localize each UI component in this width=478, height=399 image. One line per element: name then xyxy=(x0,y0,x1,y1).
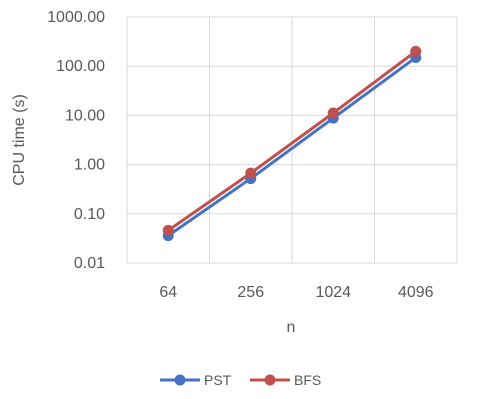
x-tick-label: 4096 xyxy=(398,284,434,301)
data-point xyxy=(245,167,257,179)
y-tick-label: 10.00 xyxy=(65,107,105,124)
series-line xyxy=(167,56,417,237)
series-group xyxy=(162,45,422,242)
data-point xyxy=(162,224,174,236)
legend-marker xyxy=(264,374,276,386)
legend-label: BFS xyxy=(294,372,321,388)
x-axis-tick-labels: 64 256 1024 4096 xyxy=(159,284,433,301)
legend-item-bfs: BFS xyxy=(250,372,321,388)
grid-lines xyxy=(126,16,458,264)
legend: PST BFS xyxy=(160,372,321,388)
data-point xyxy=(410,45,422,57)
y-tick-label: 1000.00 xyxy=(47,9,105,26)
legend-marker xyxy=(174,374,186,386)
y-axis-label: CPU time (s) xyxy=(11,94,28,186)
series-bfs xyxy=(162,45,422,236)
x-axis-label: n xyxy=(287,319,296,336)
y-tick-label: 0.01 xyxy=(74,255,105,272)
series-line xyxy=(167,50,417,232)
y-tick-label: 1.00 xyxy=(74,157,105,174)
x-tick-label: 64 xyxy=(159,284,177,301)
legend-label: PST xyxy=(204,372,232,388)
x-tick-label: 256 xyxy=(237,284,264,301)
y-axis-tick-labels: 0.01 0.10 1.00 10.00 100.00 1000.00 xyxy=(47,9,105,272)
data-point xyxy=(327,107,339,119)
x-tick-label: 1024 xyxy=(315,284,351,301)
y-tick-label: 0.10 xyxy=(74,206,105,223)
legend-item-pst: PST xyxy=(160,372,232,388)
y-tick-label: 100.00 xyxy=(56,58,105,75)
